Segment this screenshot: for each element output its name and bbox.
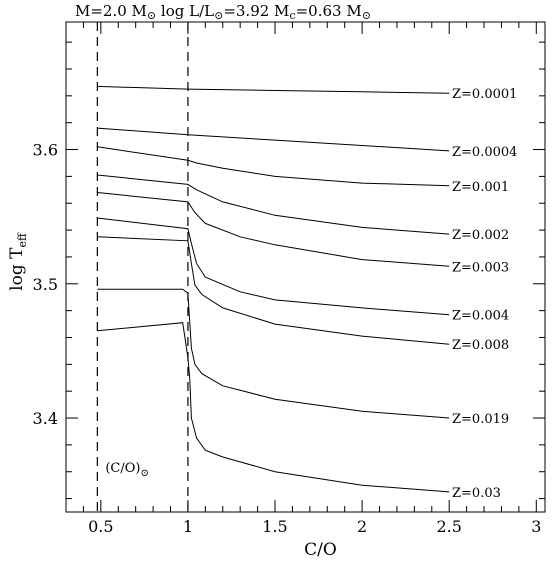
series-label: Z=0.019	[452, 412, 509, 427]
chart-title: M=2.0 M⊙ log L/L⊙=3.92 Mc=0.63 M⊙	[75, 2, 371, 22]
x-tick-label: 2	[357, 517, 367, 536]
title-text: M=2.0 M⊙ log L/L⊙=3.92 Mc=0.63 M⊙	[75, 2, 371, 22]
plot-frame	[65, 21, 546, 513]
x-tick-label: 2.5	[436, 517, 461, 536]
series-labels: Z=0.0001 Z=0.0004 Z=0.001 Z=0.002 Z=0.003 Z=0…	[452, 87, 517, 501]
series-label: Z=0.002	[452, 228, 509, 243]
y-tick-label: 3.6	[33, 141, 58, 160]
series-label: Z=0.0004	[452, 145, 517, 160]
series-label: Z=0.003	[452, 260, 509, 275]
series-label: Z=0.004	[452, 309, 509, 324]
plot-border	[65, 21, 546, 513]
solar-co-label: (C/O)⊙	[105, 461, 149, 479]
series-line	[97, 322, 450, 493]
series-line	[97, 217, 450, 316]
x-tick-label: 1.5	[262, 517, 287, 536]
series-label: Z=0.0001	[452, 87, 517, 102]
series-line	[97, 174, 450, 235]
x-axis-label: C/O	[304, 540, 337, 560]
series-line	[97, 127, 450, 152]
axis-labels: C/O log Teff	[7, 232, 337, 560]
series-line	[97, 236, 450, 345]
x-tick-label: 0.5	[88, 517, 113, 536]
series-curves	[97, 85, 450, 493]
y-axis-label: log Teff	[7, 232, 29, 291]
series-line	[97, 146, 450, 187]
reference-lines: (C/O)⊙	[96, 22, 189, 512]
series-label: Z=0.03	[452, 486, 501, 501]
series-label: Z=0.008	[452, 338, 509, 353]
series-label: Z=0.001	[452, 180, 509, 195]
series-line	[97, 192, 450, 267]
x-tick-label: 1	[183, 517, 193, 536]
y-tick-label: 3.4	[33, 409, 58, 428]
axis-ticks: 0.5 1 1.5 2 2.5 3 3.4 3.5 3.6	[33, 22, 545, 536]
x-tick-label: 3	[531, 517, 541, 536]
series-line	[97, 288, 450, 419]
y-tick-label: 3.5	[33, 275, 58, 294]
series-line	[97, 85, 450, 94]
